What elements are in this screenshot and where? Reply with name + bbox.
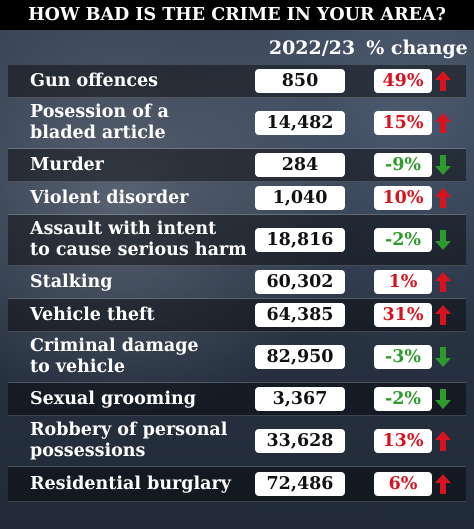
row-category: Robbery of personal possessions	[30, 420, 228, 461]
row-category: Violent disorder	[30, 187, 189, 208]
row-count: 3,367	[255, 387, 345, 411]
arrow-up-icon	[435, 305, 451, 325]
table-row: Vehicle theft 64,385 31%	[8, 299, 466, 332]
arrow-up-icon	[435, 113, 451, 133]
row-count: 60,302	[255, 270, 345, 294]
row-change: 49%	[374, 69, 432, 93]
arrow-up-icon	[435, 71, 451, 91]
row-change: 10%	[374, 186, 432, 210]
row-count: 284	[255, 153, 345, 177]
arrow-down-icon	[435, 230, 451, 250]
column-header-change: % change	[366, 37, 468, 59]
row-category: Posession of a bladed article	[30, 102, 169, 143]
row-category: Stalking	[30, 271, 113, 292]
arrow-up-icon	[435, 474, 451, 494]
table-row: Stalking 60,302 1%	[8, 266, 466, 299]
row-count: 72,486	[255, 472, 345, 496]
table-row: Violent disorder 1,040 10%	[8, 182, 466, 215]
arrow-up-icon	[435, 272, 451, 292]
row-count: 82,950	[255, 345, 345, 369]
table-row: Residential burglary 72,486 6%	[8, 467, 466, 502]
row-change: -3%	[374, 345, 432, 369]
row-category: Assault with intent to cause serious har…	[30, 219, 247, 260]
row-change: 13%	[374, 429, 432, 453]
arrow-down-icon	[435, 389, 451, 409]
table-row: Criminal damage to vehicle 82,950 -3%	[8, 332, 466, 383]
table-row: Murder 284 -9%	[8, 149, 466, 182]
row-change: 31%	[374, 303, 432, 327]
chart-title: HOW BAD IS THE CRIME IN YOUR AREA?	[0, 0, 474, 30]
row-change: -9%	[374, 153, 432, 177]
column-header-year: 2022/23	[268, 37, 356, 59]
row-category: Gun offences	[30, 70, 159, 91]
table-row: Gun offences 850 49%	[8, 65, 466, 98]
row-change: -2%	[374, 387, 432, 411]
row-change: -2%	[374, 228, 432, 252]
row-category: Murder	[30, 154, 104, 175]
row-count: 33,628	[255, 429, 345, 453]
row-change: 6%	[374, 472, 432, 496]
table-row: Posession of a bladed article 14,482 15%	[8, 98, 466, 149]
row-count: 850	[255, 69, 345, 93]
row-change: 1%	[374, 270, 432, 294]
row-category: Vehicle theft	[30, 304, 155, 325]
row-count: 18,816	[255, 228, 345, 252]
table-row: Assault with intent to cause serious har…	[8, 215, 466, 266]
table-row: Sexual grooming 3,367 -2%	[8, 383, 466, 416]
row-category: Residential burglary	[30, 473, 231, 494]
row-change: 15%	[374, 111, 432, 135]
row-category: Criminal damage to vehicle	[30, 336, 199, 377]
arrow-up-icon	[435, 431, 451, 451]
row-count: 64,385	[255, 303, 345, 327]
row-category: Sexual grooming	[30, 388, 196, 409]
arrow-down-icon	[435, 347, 451, 367]
table-row: Robbery of personal possessions 33,628 13%	[8, 416, 466, 467]
row-count: 14,482	[255, 111, 345, 135]
row-count: 1,040	[255, 186, 345, 210]
arrow-up-icon	[435, 188, 451, 208]
crime-table: Gun offences 850 49% Posession of a bladed …	[8, 65, 466, 502]
arrow-down-icon	[435, 155, 451, 175]
